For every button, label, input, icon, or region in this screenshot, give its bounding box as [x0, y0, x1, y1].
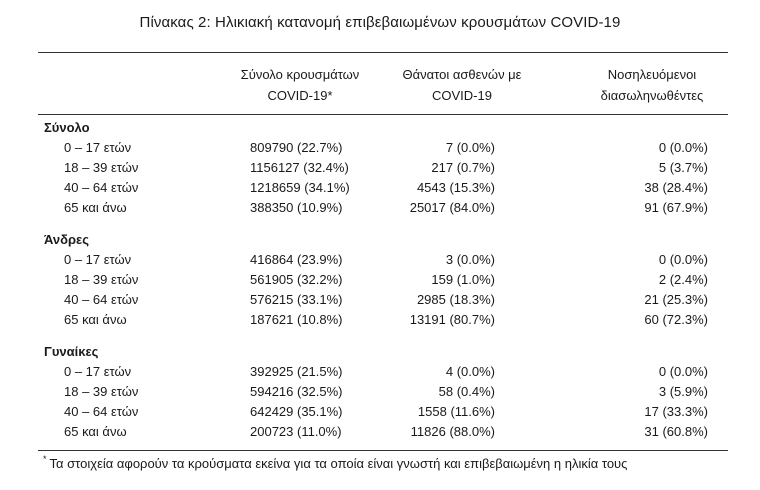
table-header-rule — [38, 114, 728, 115]
deaths-cell: 13191 (80.7%) — [409, 312, 495, 327]
table-bottom-rule — [38, 450, 728, 451]
table-row: 40 – 64 ετών 1218659 (34.1%) 4543 (15.3%… — [0, 178, 760, 198]
table-row: 18 – 39 ετών 594216 (32.5%) 58 (0.4%) 3 … — [0, 382, 760, 402]
header-total-cases-line2: COVID-19* — [267, 88, 333, 103]
group-label: Γυναίκες — [44, 344, 99, 359]
deaths-cell: 25017 (84.0%) — [409, 200, 495, 215]
intubated-cell: 38 (28.4%) — [644, 180, 708, 195]
deaths-cell: 1558 (11.6%) — [417, 404, 495, 419]
deaths-cell: 2985 (18.3%) — [416, 292, 495, 307]
header-intubated-line1: Νοσηλευόμενοι — [607, 67, 697, 82]
age-cell: 40 – 64 ετών — [64, 292, 139, 307]
deaths-cell: 58 (0.4%) — [438, 384, 495, 399]
table-top-rule — [38, 52, 728, 53]
intubated-cell: 0 (0.0%) — [658, 252, 708, 267]
table-row: 40 – 64 ετών 576215 (33.1%) 2985 (18.3%)… — [0, 290, 760, 310]
group-label: Άνδρες — [44, 232, 89, 247]
header-deaths-line2: COVID-19 — [432, 88, 492, 103]
table-row: 0 – 17 ετών 392925 (21.5%) 4 (0.0%) 0 (0… — [0, 362, 760, 382]
group-label: Σύνολο — [44, 120, 90, 135]
header-total-cases-line1: Σύνολο κρουσμάτων — [240, 67, 360, 82]
deaths-cell: 11826 (88.0%) — [410, 424, 495, 439]
intubated-cell: 2 (2.4%) — [658, 272, 708, 287]
deaths-cell: 159 (1.0%) — [431, 272, 495, 287]
table-row: 40 – 64 ετών 642429 (35.1%) 1558 (11.6%)… — [0, 402, 760, 422]
cases-cell: 187621 (10.8%) — [250, 312, 343, 327]
header-deaths: Θάνατοι ασθενών με COVID-19 — [382, 64, 542, 106]
table-row: 0 – 17 ετών 809790 (22.7%) 7 (0.0%) 0 (0… — [0, 138, 760, 158]
age-cell: 65 και άνω — [64, 424, 127, 439]
cases-cell: 809790 (22.7%) — [250, 140, 343, 155]
footnote-text: Τα στοιχεία αφορούν τα κρούσματα εκείνα … — [49, 456, 628, 471]
cases-cell: 1218659 (34.1%) — [250, 180, 350, 195]
intubated-cell: 60 (72.3%) — [644, 312, 708, 327]
group-heading-total: Σύνολο — [0, 118, 760, 138]
intubated-cell: 5 (3.7%) — [658, 160, 708, 175]
header-deaths-line1: Θάνατοι ασθενών με — [402, 67, 522, 82]
table-row: 65 και άνω 187621 (10.8%) 13191 (80.7%) … — [0, 310, 760, 330]
intubated-cell: 31 (60.8%) — [644, 424, 708, 439]
intubated-cell: 91 (67.9%) — [644, 200, 708, 215]
cases-cell: 561905 (32.2%) — [250, 272, 343, 287]
header-total-cases: Σύνολο κρουσμάτων COVID-19* — [220, 64, 380, 106]
group-heading-women: Γυναίκες — [0, 342, 760, 362]
table-title: Πίνακας 2: Ηλικιακή κατανομή επιβεβαιωμέ… — [139, 14, 621, 31]
age-cell: 65 και άνω — [64, 200, 127, 215]
cases-cell: 642429 (35.1%) — [250, 404, 343, 419]
table-row: 65 και άνω 200723 (11.0%) 11826 (88.0%) … — [0, 422, 760, 442]
age-cell: 40 – 64 ετών — [64, 180, 139, 195]
age-cell: 40 – 64 ετών — [64, 404, 139, 419]
footnote-marker: * — [43, 454, 47, 464]
age-cell: 18 – 39 ετών — [64, 272, 139, 287]
table-row: 18 – 39 ετών 1156127 (32.4%) 217 (0.7%) … — [0, 158, 760, 178]
intubated-cell: 17 (33.3%) — [644, 404, 708, 419]
deaths-cell: 3 (0.0%) — [445, 252, 495, 267]
table-row: 0 – 17 ετών 416864 (23.9%) 3 (0.0%) 0 (0… — [0, 250, 760, 270]
deaths-cell: 4 (0.0%) — [445, 364, 495, 379]
header-intubated: Νοσηλευόμενοι διασωληνωθέντες — [572, 64, 732, 106]
footnote: * Τα στοιχεία αφορούν τα κρούσματα εκείνα… — [43, 454, 628, 471]
intubated-cell: 0 (0.0%) — [658, 140, 708, 155]
deaths-cell: 4543 (15.3%) — [416, 180, 495, 195]
cases-cell: 392925 (21.5%) — [250, 364, 343, 379]
cases-cell: 200723 (11.0%) — [250, 424, 342, 439]
intubated-cell: 21 (25.3%) — [644, 292, 708, 307]
cases-cell: 576215 (33.1%) — [250, 292, 343, 307]
cases-cell: 416864 (23.9%) — [250, 252, 343, 267]
group-heading-men: Άνδρες — [0, 230, 760, 250]
age-cell: 0 – 17 ετών — [64, 364, 132, 379]
header-intubated-line2: διασωληνωθέντες — [600, 88, 704, 103]
age-cell: 0 – 17 ετών — [64, 140, 132, 155]
cases-cell: 1156127 (32.4%) — [250, 160, 349, 175]
age-cell: 65 και άνω — [64, 312, 127, 327]
age-cell: 18 – 39 ετών — [64, 384, 139, 399]
intubated-cell: 0 (0.0%) — [658, 364, 708, 379]
table-row: 18 – 39 ετών 561905 (32.2%) 159 (1.0%) 2… — [0, 270, 760, 290]
deaths-cell: 7 (0.0%) — [445, 140, 495, 155]
age-cell: 0 – 17 ετών — [64, 252, 132, 267]
cases-cell: 388350 (10.9%) — [250, 200, 343, 215]
deaths-cell: 217 (0.7%) — [431, 160, 495, 175]
cases-cell: 594216 (32.5%) — [250, 384, 343, 399]
intubated-cell: 3 (5.9%) — [658, 384, 708, 399]
table-row: 65 και άνω 388350 (10.9%) 25017 (84.0%) … — [0, 198, 760, 218]
age-cell: 18 – 39 ετών — [64, 160, 139, 175]
